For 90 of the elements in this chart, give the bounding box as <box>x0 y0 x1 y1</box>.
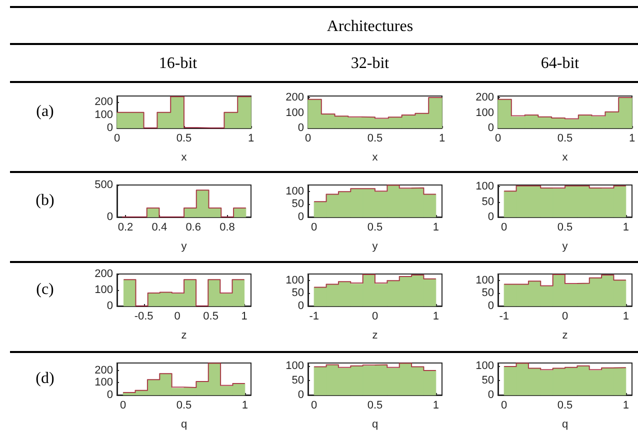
x-axis-title: x <box>562 152 568 164</box>
y-tick-label: 50 <box>482 196 494 208</box>
x-tick-label: 1 <box>622 400 629 412</box>
x-tick-label: 0.8 <box>220 222 235 234</box>
x-tick-label: 0.4 <box>152 222 168 234</box>
y-tick-label: 200 <box>476 92 494 104</box>
y-tick-label: 200 <box>94 268 113 280</box>
y-tick-label: 0 <box>488 300 494 312</box>
y-tick-label: 100 <box>476 274 494 286</box>
y-tick-label: 100 <box>286 185 304 198</box>
x-axis-title: y <box>562 240 568 252</box>
y-tick-label: 0 <box>298 300 304 312</box>
x-tick-label: 1 <box>622 222 629 234</box>
y-tick-label: 0 <box>298 389 304 401</box>
x-tick-label: 0 <box>501 222 508 234</box>
x-axis-title: y <box>181 240 188 252</box>
x-tick-label: 0.5 <box>203 310 218 322</box>
x-tick-label: -1 <box>309 310 319 322</box>
x-tick-label: 0.2 <box>118 222 134 234</box>
x-axis-title: q <box>180 418 188 430</box>
y-tick-label: 0 <box>488 122 494 134</box>
y-tick-label: 200 <box>286 92 304 104</box>
x-tick-label: 0.5 <box>176 132 192 144</box>
y-tick-label: 500 <box>94 179 113 191</box>
text: 32-bit <box>350 55 390 73</box>
y-tick-label: 0 <box>106 122 113 134</box>
x-tick-label: 0 <box>174 310 180 322</box>
text: Architectures <box>326 18 414 36</box>
x-axis-title: x <box>181 152 188 164</box>
x-axis-title: z <box>181 330 187 342</box>
x-axis-title: y <box>372 240 378 252</box>
y-tick-label: 50 <box>292 198 304 210</box>
x-tick-label: 1 <box>432 310 439 322</box>
x-axis-title: z <box>562 330 568 342</box>
x-tick-label: 0.5 <box>367 132 383 144</box>
x-tick-label: 1 <box>622 310 629 322</box>
y-tick-label: 0 <box>106 389 113 401</box>
x-tick-label: 0 <box>501 400 508 412</box>
x-tick-label: 0.5 <box>176 400 192 412</box>
y-tick-label: 100 <box>94 284 113 296</box>
y-tick-label: 0 <box>298 211 304 223</box>
x-tick-label: 0 <box>311 400 318 412</box>
x-tick-label: 1 <box>438 132 446 144</box>
x-tick-label: 1 <box>432 400 439 412</box>
text: 16-bit <box>158 55 198 73</box>
x-tick-label: 0.5 <box>367 222 383 234</box>
text: (a) <box>36 103 54 121</box>
x-tick-label: 0.5 <box>557 222 573 234</box>
y-tick-label: 0 <box>106 211 113 223</box>
y-tick-label: 100 <box>286 106 304 119</box>
x-tick-label: 0.6 <box>186 222 201 234</box>
y-tick-label: 0 <box>488 389 494 401</box>
y-tick-label: 100 <box>286 274 304 286</box>
x-axis-title: q <box>562 418 568 430</box>
y-tick-label: 0 <box>298 122 304 134</box>
y-tick-label: 100 <box>94 108 113 121</box>
x-tick-label: 1 <box>248 132 254 144</box>
y-tick-label: 0 <box>106 300 113 312</box>
y-tick-label: 0 <box>488 211 494 223</box>
y-tick-label: 50 <box>482 287 494 300</box>
y-tick-label: 100 <box>286 360 304 372</box>
x-axis-title: q <box>372 418 378 430</box>
x-tick-label: 1 <box>241 310 248 322</box>
text: (d) <box>36 370 54 388</box>
y-tick-label: 100 <box>476 106 494 119</box>
y-tick-label: 100 <box>476 360 494 372</box>
y-tick-label: 50 <box>292 287 304 300</box>
x-tick-label: 0.5 <box>557 132 573 144</box>
text: (b) <box>36 192 54 210</box>
y-tick-label: 200 <box>94 96 113 108</box>
x-tick-label: -0.5 <box>134 310 154 322</box>
y-tick-label: 50 <box>292 374 304 387</box>
x-axis-title: x <box>372 152 378 164</box>
x-axis-title: z <box>372 330 378 342</box>
y-tick-label: 100 <box>94 376 113 389</box>
x-tick-label: 1 <box>432 222 439 234</box>
x-tick-label: 0 <box>120 400 126 412</box>
x-tick-label: 0 <box>562 310 568 322</box>
x-tick-label: 0 <box>311 222 318 234</box>
text: 64-bit <box>540 55 580 73</box>
x-tick-label: 0 <box>372 310 378 322</box>
y-tick-label: 50 <box>482 374 494 387</box>
x-tick-label: -1 <box>499 310 509 322</box>
y-tick-label: 100 <box>476 180 494 193</box>
text: (c) <box>36 281 54 299</box>
x-tick-label: 1 <box>628 132 636 144</box>
x-tick-label: 1 <box>242 400 248 412</box>
y-tick-label: 200 <box>94 364 113 376</box>
x-tick-label: 0.5 <box>367 400 383 412</box>
x-tick-label: 0.5 <box>557 400 573 412</box>
